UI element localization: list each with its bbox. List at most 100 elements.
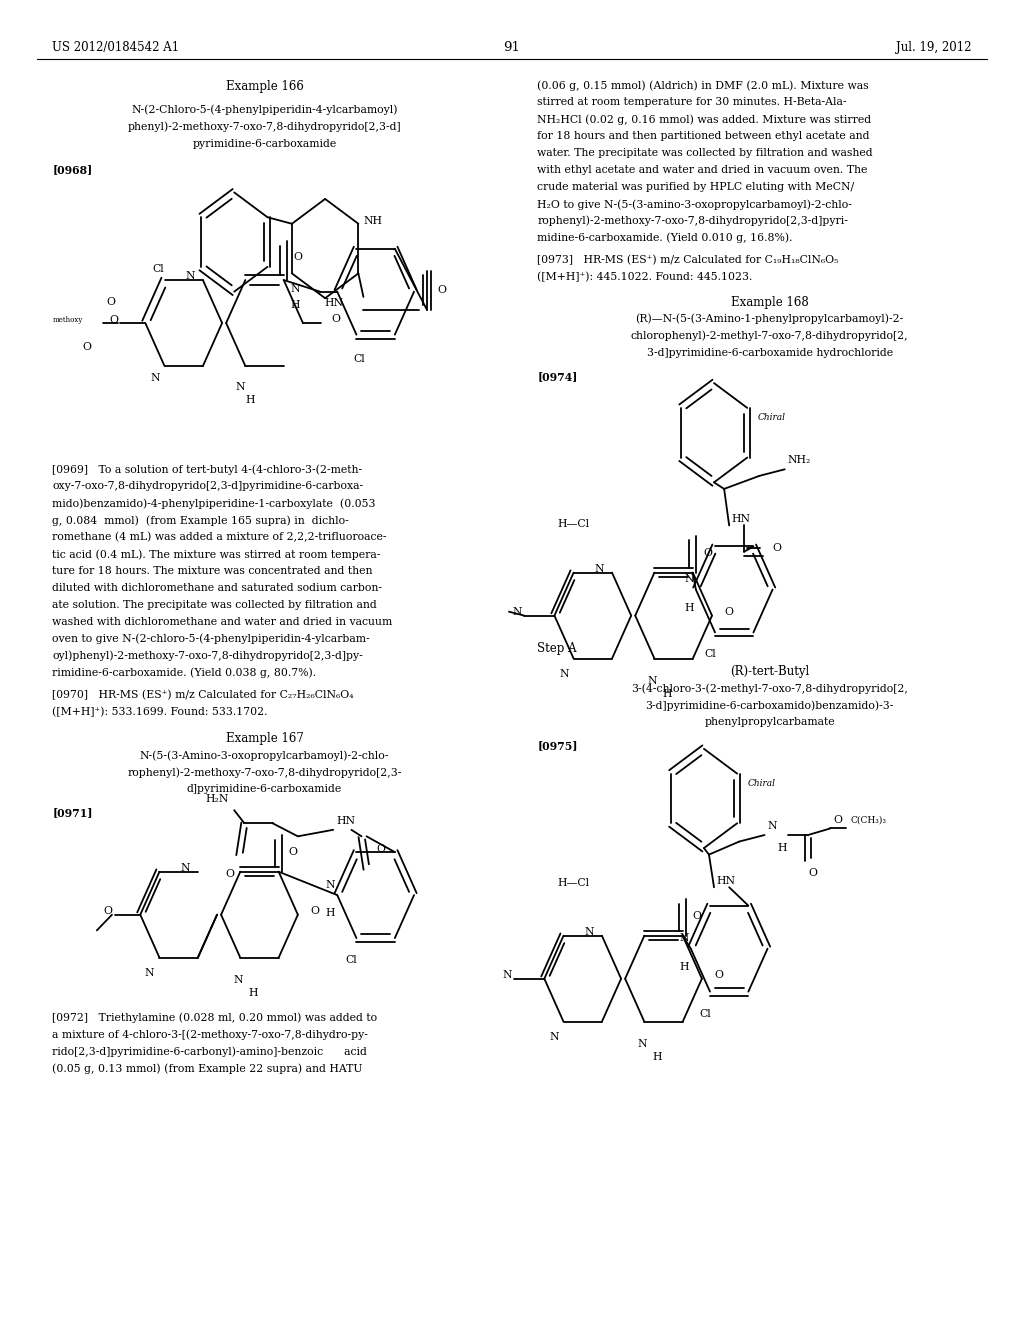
Text: oven to give N-(2-chloro-5-(4-phenylpiperidin-4-ylcarbam-: oven to give N-(2-chloro-5-(4-phenylpipe… [52,634,370,644]
Text: O: O [83,342,92,351]
Text: 3-d]pyrimidine-6-carboxamide hydrochloride: 3-d]pyrimidine-6-carboxamide hydrochlori… [646,348,893,358]
Text: HN: HN [325,298,343,309]
Text: g, 0.084  mmol)  (from Example 165 supra) in  dichlo-: g, 0.084 mmol) (from Example 165 supra) … [52,515,349,525]
Text: N: N [768,821,777,832]
Text: H—Cl: H—Cl [557,878,590,888]
Text: N: N [594,564,604,574]
Text: O: O [834,814,842,825]
Text: 3-d]pyrimidine-6-carboxamido)benzamido)-3-: 3-d]pyrimidine-6-carboxamido)benzamido)-… [645,701,894,711]
Text: Example 168: Example 168 [731,296,809,309]
Text: H: H [663,689,672,698]
Text: Chiral: Chiral [758,413,785,422]
Text: rido[2,3-d]pyrimidine-6-carbonyl)-amino]-benzoic      acid: rido[2,3-d]pyrimidine-6-carbonyl)-amino]… [52,1047,368,1057]
Text: N: N [679,933,689,944]
Text: rophenyl)-2-methoxy-7-oxo-7,8-dihydropyrido[2,3-d]pyri-: rophenyl)-2-methoxy-7-oxo-7,8-dihydropyr… [538,216,848,227]
Text: [0970]   HR-MS (ES⁺) m/z Calculated for C₂₇H₂₆ClN₆O₄: [0970] HR-MS (ES⁺) m/z Calculated for C₂… [52,690,354,701]
Text: ([M+H]⁺): 445.1022. Found: 445.1023.: ([M+H]⁺): 445.1022. Found: 445.1023. [538,272,753,282]
Text: N-(5-(3-Amino-3-oxopropylcarbamoyl)-2-chlo-: N-(5-(3-Amino-3-oxopropylcarbamoyl)-2-ch… [140,750,389,760]
Text: ture for 18 hours. The mixture was concentrated and then: ture for 18 hours. The mixture was conce… [52,566,373,576]
Text: [0975]: [0975] [538,739,578,751]
Text: (R)—N-(5-(3-Amino-1-phenylpropylcarbamoyl)-2-: (R)—N-(5-(3-Amino-1-phenylpropylcarbamoy… [636,314,904,325]
Text: crude material was purified by HPLC eluting with MeCN/: crude material was purified by HPLC elut… [538,182,854,191]
Text: ate solution. The precipitate was collected by filtration and: ate solution. The precipitate was collec… [52,599,377,610]
Text: O: O [809,867,817,878]
Text: O: O [110,315,118,326]
Text: water. The precipitate was collected by filtration and washed: water. The precipitate was collected by … [538,148,872,158]
Text: N: N [684,574,694,585]
Text: N: N [185,271,195,281]
Text: H: H [679,962,689,972]
Text: with ethyl acetate and water and dried in vacuum oven. The: with ethyl acetate and water and dried i… [538,165,867,176]
Text: N: N [180,863,189,873]
Text: HN: HN [731,513,751,524]
Text: Example 167: Example 167 [225,731,303,744]
Text: O: O [437,285,446,296]
Text: tic acid (0.4 mL). The mixture was stirred at room tempera-: tic acid (0.4 mL). The mixture was stirr… [52,549,381,560]
Text: N: N [233,974,243,985]
Text: N: N [638,1039,647,1048]
Text: H: H [652,1052,662,1061]
Text: chlorophenyl)-2-methyl-7-oxo-7,8-dihydropyrido[2,: chlorophenyl)-2-methyl-7-oxo-7,8-dihydro… [631,331,908,342]
Text: Cl: Cl [345,956,357,965]
Text: for 18 hours and then partitioned between ethyl acetate and: for 18 hours and then partitioned betwee… [538,131,869,141]
Text: oxy-7-oxo-7,8-dihydropyrido[2,3-d]pyrimidine-6-carboxa-: oxy-7-oxo-7,8-dihydropyrido[2,3-d]pyrimi… [52,480,364,491]
Text: phenylpropylcarbamate: phenylpropylcarbamate [705,718,835,727]
Text: H: H [777,843,787,853]
Text: O: O [714,970,723,979]
Text: O: O [289,847,298,857]
Text: N: N [326,880,335,890]
Text: O: O [331,314,340,325]
Text: NH: NH [364,216,382,226]
Text: O: O [310,906,319,916]
Text: (0.06 g, 0.15 mmol) (Aldrich) in DMF (2.0 mL). Mixture was: (0.06 g, 0.15 mmol) (Aldrich) in DMF (2.… [538,81,869,91]
Text: (R)-tert-Butyl: (R)-tert-Butyl [730,665,809,678]
Text: H₂O to give N-(5-(3-amino-3-oxopropylcarbamoyl)-2-chlo-: H₂O to give N-(5-(3-amino-3-oxopropylcar… [538,199,852,210]
Text: H: H [684,602,694,612]
Text: Cl: Cl [699,1008,711,1019]
Text: N: N [585,927,594,937]
Text: O: O [693,911,701,921]
Text: diluted with dichloromethane and saturated sodium carbon-: diluted with dichloromethane and saturat… [52,583,382,593]
Text: N: N [549,1032,558,1041]
Text: O: O [702,548,712,558]
Text: midine-6-carboxamide. (Yield 0.010 g, 16.8%).: midine-6-carboxamide. (Yield 0.010 g, 16… [538,232,793,243]
Text: O: O [724,607,733,616]
Text: Jul. 19, 2012: Jul. 19, 2012 [896,41,972,54]
Text: Step A: Step A [538,642,577,655]
Text: NH₂HCl (0.02 g, 0.16 mmol) was added. Mixture was stirred: NH₂HCl (0.02 g, 0.16 mmol) was added. Mi… [538,114,871,124]
Text: pyrimidine-6-carboxamide: pyrimidine-6-carboxamide [193,139,337,149]
Text: ([M+H]⁺): 533.1699. Found: 533.1702.: ([M+H]⁺): 533.1699. Found: 533.1702. [52,708,268,717]
Text: [0968]: [0968] [52,164,92,174]
Text: H: H [249,987,258,998]
Text: Cl: Cl [153,264,164,275]
Text: [0972]   Triethylamine (0.028 ml, 0.20 mmol) was added to: [0972] Triethylamine (0.028 ml, 0.20 mmo… [52,1012,378,1023]
Text: H₂N: H₂N [206,793,229,804]
Text: HN: HN [716,875,735,886]
Text: [0971]: [0971] [52,808,93,818]
Text: rimidine-6-carboxamide. (Yield 0.038 g, 80.7%).: rimidine-6-carboxamide. (Yield 0.038 g, … [52,668,316,678]
Text: romethane (4 mL) was added a mixture of 2,2,2-trifluoroace-: romethane (4 mL) was added a mixture of … [52,532,387,543]
Text: C(CH₃)₃: C(CH₃)₃ [850,816,887,825]
Text: O: O [294,252,303,261]
Text: H—Cl: H—Cl [557,519,590,529]
Text: N: N [647,676,657,685]
Text: N: N [291,284,300,294]
Text: rophenyl)-2-methoxy-7-oxo-7,8-dihydropyrido[2,3-: rophenyl)-2-methoxy-7-oxo-7,8-dihydropyr… [127,767,401,777]
Text: NH₂: NH₂ [787,455,811,466]
Text: O: O [773,543,781,553]
Text: [0974]: [0974] [538,371,578,383]
Text: phenyl)-2-methoxy-7-oxo-7,8-dihydropyrido[2,3-d]: phenyl)-2-methoxy-7-oxo-7,8-dihydropyrid… [128,121,401,132]
Text: washed with dichloromethane and water and dried in vacuum: washed with dichloromethane and water an… [52,616,392,627]
Text: 91: 91 [504,41,520,54]
Text: N: N [503,970,512,979]
Text: H: H [326,908,335,919]
Text: HN: HN [336,816,355,826]
Text: O: O [103,906,112,916]
Text: [0973]   HR-MS (ES⁺) m/z Calculated for C₁₉H₁₈ClN₆O₅: [0973] HR-MS (ES⁺) m/z Calculated for C₁… [538,255,839,265]
Text: Chiral: Chiral [748,779,775,788]
Text: (0.05 g, 0.13 mmol) (from Example 22 supra) and HATU: (0.05 g, 0.13 mmol) (from Example 22 sup… [52,1064,362,1074]
Text: N: N [513,607,522,616]
Text: N: N [559,669,568,678]
Text: [0969]   To a solution of tert-butyl 4-(4-chloro-3-(2-meth-: [0969] To a solution of tert-butyl 4-(4-… [52,465,362,475]
Text: H: H [291,300,300,310]
